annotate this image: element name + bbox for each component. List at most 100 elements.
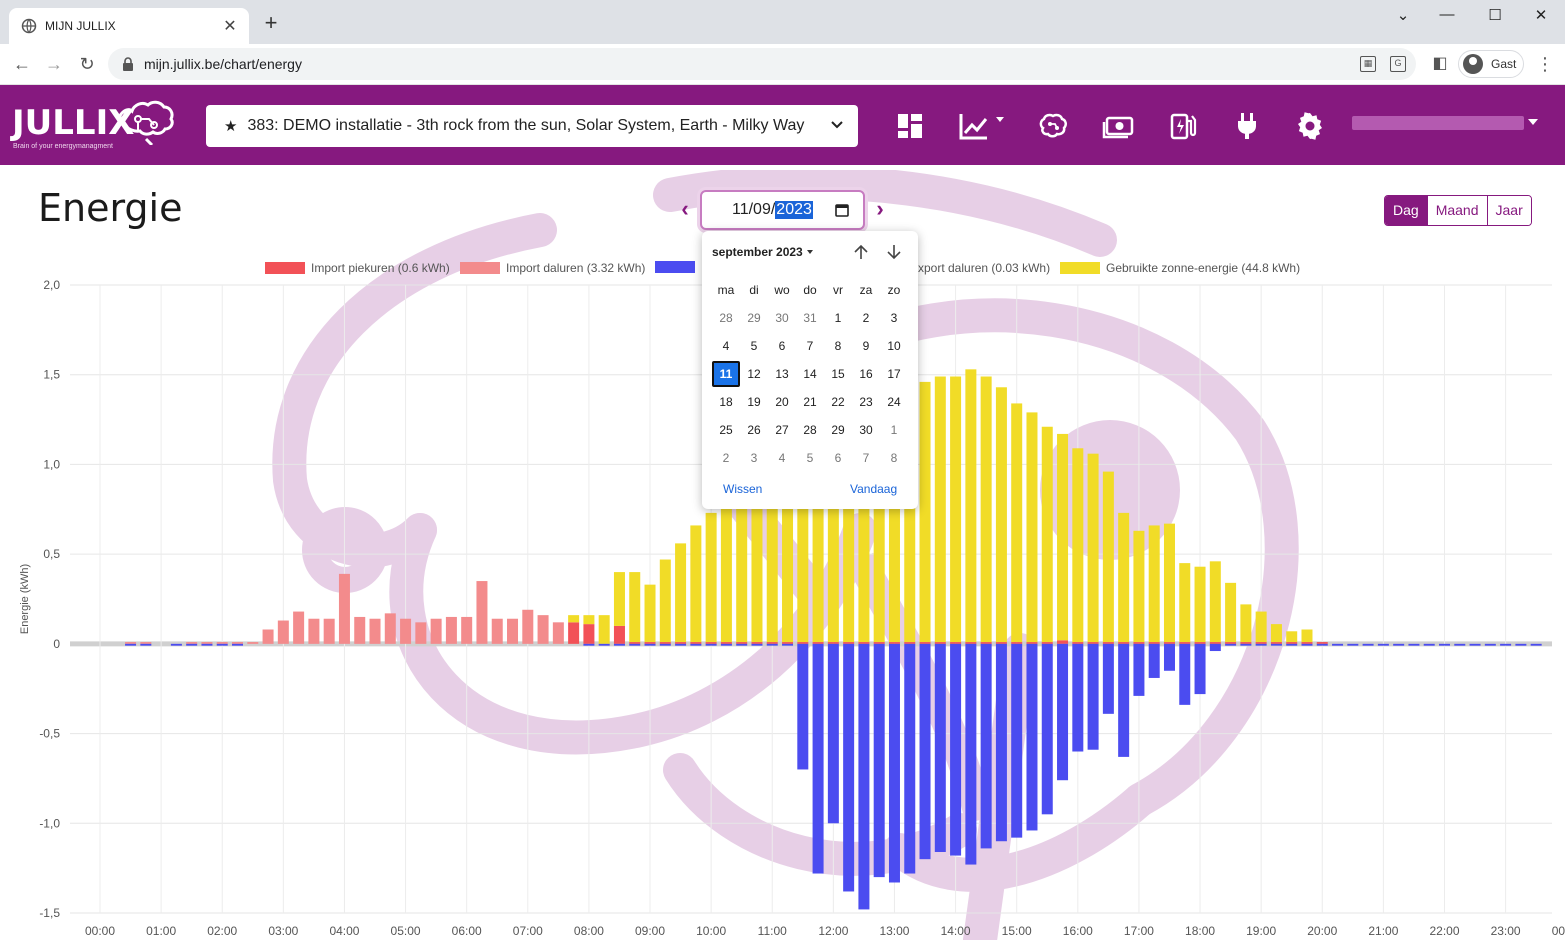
bar-export[interactable] [1209, 643, 1221, 652]
bar-export[interactable] [1057, 643, 1069, 781]
bar-export[interactable] [1347, 643, 1359, 646]
period-month-button[interactable]: Maand [1426, 196, 1487, 225]
bar-solar[interactable] [843, 408, 855, 643]
bar-import-peak[interactable] [690, 642, 702, 644]
bar-solar[interactable] [1270, 624, 1282, 643]
bar-export[interactable] [1484, 643, 1496, 646]
bar-import-peak[interactable] [1072, 642, 1084, 644]
minimize-icon[interactable]: — [1439, 6, 1455, 23]
bar-export[interactable] [1377, 643, 1389, 646]
calendar-day[interactable]: 17 [887, 367, 901, 381]
translate-icon[interactable]: G [1390, 56, 1406, 72]
calendar-day[interactable]: 8 [890, 451, 898, 465]
bar-export[interactable] [1255, 643, 1267, 646]
bar-solar[interactable] [1057, 433, 1069, 641]
bar-solar[interactable] [1286, 631, 1298, 643]
bar-import-peak[interactable] [934, 642, 946, 644]
month-select[interactable]: september 2023 [712, 245, 813, 259]
bar-solar[interactable] [812, 444, 824, 643]
bar-solar[interactable] [766, 437, 778, 643]
legend-export-offpeak[interactable]: xport daluren (0.03 kWh) [918, 261, 1050, 275]
bar-solar[interactable] [675, 543, 687, 643]
bar-import-peak[interactable] [1102, 642, 1114, 644]
bar-solar[interactable] [1026, 412, 1038, 643]
calendar-day[interactable]: 29 [831, 423, 845, 437]
bar-export[interactable] [1270, 643, 1282, 646]
bar-import-offpeak[interactable] [400, 618, 412, 644]
bar-export[interactable] [965, 643, 977, 865]
bar-export[interactable] [705, 643, 717, 646]
bar-export[interactable] [873, 643, 885, 878]
calendar-day[interactable]: 3 [890, 311, 898, 325]
bar-import-peak[interactable] [1041, 642, 1053, 644]
bar-export[interactable] [186, 643, 198, 646]
calendar-day[interactable]: 22 [831, 395, 845, 409]
calendar-day[interactable]: 2 [862, 311, 870, 325]
bar-export[interactable] [1194, 643, 1206, 695]
bar-import-offpeak[interactable] [354, 616, 366, 644]
bar-solar[interactable] [965, 369, 977, 643]
bar-export[interactable] [1454, 643, 1466, 646]
bar-solar[interactable] [1148, 525, 1160, 643]
bar-import-peak[interactable] [858, 642, 870, 644]
bar-export[interactable] [1026, 643, 1038, 831]
dashboard-icon[interactable] [895, 111, 925, 141]
calendar-day[interactable]: 30 [859, 423, 873, 437]
jullix-logo[interactable]: JULLIX Brain of your energymanagment [12, 100, 177, 153]
bar-solar[interactable] [568, 615, 580, 623]
bar-import-offpeak[interactable] [384, 613, 396, 644]
calendar-day[interactable]: 6 [834, 451, 842, 465]
bar-export[interactable] [888, 643, 900, 883]
bar-import-peak[interactable] [675, 642, 687, 644]
profile-button[interactable]: Gast [1458, 50, 1524, 78]
bar-import-offpeak[interactable] [522, 609, 534, 644]
bar-solar[interactable] [659, 559, 671, 643]
bar-import-peak[interactable] [751, 642, 763, 644]
bar-export[interactable] [904, 643, 916, 874]
legend-solar-used[interactable]: Gebruikte zonne-energie (44.8 kWh) [1060, 261, 1300, 275]
bar-solar[interactable] [736, 478, 748, 643]
calendar-day[interactable]: 5 [750, 339, 758, 353]
bar-solar[interactable] [995, 387, 1007, 643]
bar-export[interactable] [1133, 643, 1145, 696]
sidepanel-icon[interactable]: ◧ [1432, 55, 1448, 72]
ev-charger-icon[interactable] [1168, 111, 1198, 141]
calendar-day[interactable]: 2 [722, 451, 730, 465]
bar-export[interactable] [1515, 643, 1527, 646]
period-day-button[interactable]: Dag [1385, 196, 1427, 225]
bar-import-peak[interactable] [812, 642, 824, 644]
new-tab-icon[interactable]: + [264, 10, 278, 35]
maximize-icon[interactable]: ☐ [1488, 7, 1502, 24]
bar-export[interactable] [659, 643, 671, 646]
clear-date-button[interactable]: Wissen [723, 482, 763, 496]
bar-import-peak[interactable] [1163, 642, 1175, 644]
money-icon[interactable] [1102, 111, 1134, 141]
bar-export[interactable] [980, 643, 992, 849]
bar-import-peak[interactable] [782, 642, 794, 644]
calendar-day[interactable]: 28 [803, 423, 817, 437]
date-input[interactable]: 11/09/2023 [700, 190, 865, 230]
bar-export[interactable] [1469, 643, 1481, 646]
bar-import-offpeak[interactable] [338, 573, 350, 644]
bar-import-offpeak[interactable] [415, 622, 427, 644]
calendar-day[interactable]: 1 [890, 423, 898, 437]
bar-import-peak[interactable] [1011, 642, 1023, 644]
bar-import-offpeak[interactable] [277, 620, 289, 644]
bar-export[interactable] [1118, 643, 1130, 757]
calendar-day[interactable]: 10 [887, 339, 901, 353]
calendar-day[interactable]: 14 [803, 367, 817, 381]
bar-import-peak[interactable] [1255, 642, 1267, 644]
bar-import-offpeak[interactable] [140, 642, 152, 644]
bar-import-peak[interactable] [705, 642, 717, 644]
bar-solar[interactable] [1102, 471, 1114, 643]
bar-import-peak[interactable] [568, 622, 580, 644]
calendar-icon[interactable] [835, 203, 849, 217]
tab-search-icon[interactable]: ⌄ [1396, 7, 1410, 24]
bar-import-peak[interactable] [1087, 642, 1099, 644]
bar-export[interactable] [1148, 643, 1160, 678]
calendar-day[interactable]: 21 [803, 395, 817, 409]
bar-export[interactable] [720, 643, 732, 646]
bar-export[interactable] [919, 643, 931, 860]
bar-export[interactable] [1393, 643, 1405, 646]
bar-import-peak[interactable] [843, 642, 855, 644]
